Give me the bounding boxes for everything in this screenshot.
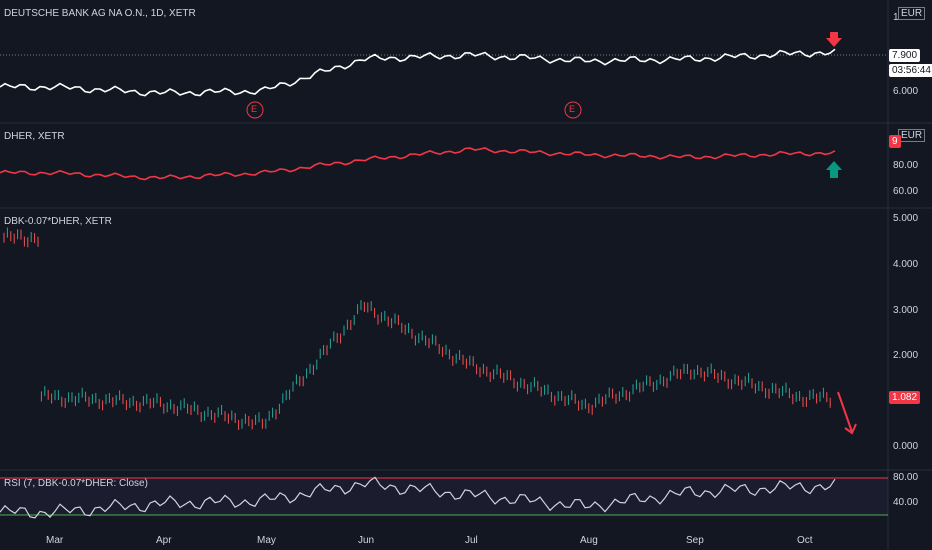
- red-down-arrow-icon: [826, 32, 842, 47]
- dbk-countdown-badge: 03:56:44: [889, 64, 932, 77]
- dher-price-line: [0, 147, 836, 181]
- p2-tick-60: 60.00: [893, 186, 919, 197]
- p1-tick-6000: 6.000: [893, 86, 919, 97]
- dbk-currency[interactable]: EUR: [898, 7, 926, 20]
- dher-title: DHER, XETR: [4, 131, 65, 142]
- month-jul: Jul: [465, 535, 478, 546]
- month-sep: Sep: [686, 535, 704, 546]
- rsi-title: RSI (7, DBK-0.07*DHER: Close): [4, 478, 148, 489]
- p3-tick-3: 3.000: [893, 305, 919, 316]
- earnings-label-1: E: [250, 104, 258, 114]
- ratio-bars: [3, 227, 831, 430]
- ratio-price-badge: 1.082: [889, 391, 921, 404]
- month-oct: Oct: [797, 535, 813, 546]
- month-mar: Mar: [46, 535, 64, 546]
- p1-tick-top: 1: [893, 12, 899, 23]
- dbk-title: DEUTSCHE BANK AG NA O.N., 1D, XETR: [4, 8, 196, 19]
- month-may: May: [257, 535, 276, 546]
- p3-tick-0: 0.000: [893, 441, 919, 452]
- earnings-label-2: E: [568, 104, 576, 114]
- dher-price-badge: 9: [889, 135, 901, 148]
- earnings-event-1: [246, 101, 264, 119]
- month-apr: Apr: [156, 535, 172, 546]
- rsi-band-fill: [0, 478, 888, 515]
- p3-tick-4: 4.000: [893, 259, 919, 270]
- green-up-arrow-icon: [826, 161, 842, 178]
- rsi-line: [0, 476, 836, 519]
- dbk-price-line: [0, 48, 836, 97]
- earnings-event-2: [564, 101, 582, 119]
- p2-tick-80: 80.00: [893, 160, 919, 171]
- p4-tick-80: 80.00: [893, 472, 919, 483]
- p3-tick-5: 5.000: [893, 213, 919, 224]
- dbk-price-badge: 7.900: [889, 49, 921, 62]
- p4-tick-40: 40.00: [893, 497, 919, 508]
- dher-currency[interactable]: EUR: [898, 129, 926, 142]
- p3-tick-2: 2.000: [893, 350, 919, 361]
- month-jun: Jun: [358, 535, 375, 546]
- red-hand-drawn-arrow-icon: [837, 391, 857, 435]
- ratio-title: DBK-0.07*DHER, XETR: [4, 216, 112, 227]
- month-aug: Aug: [580, 535, 598, 546]
